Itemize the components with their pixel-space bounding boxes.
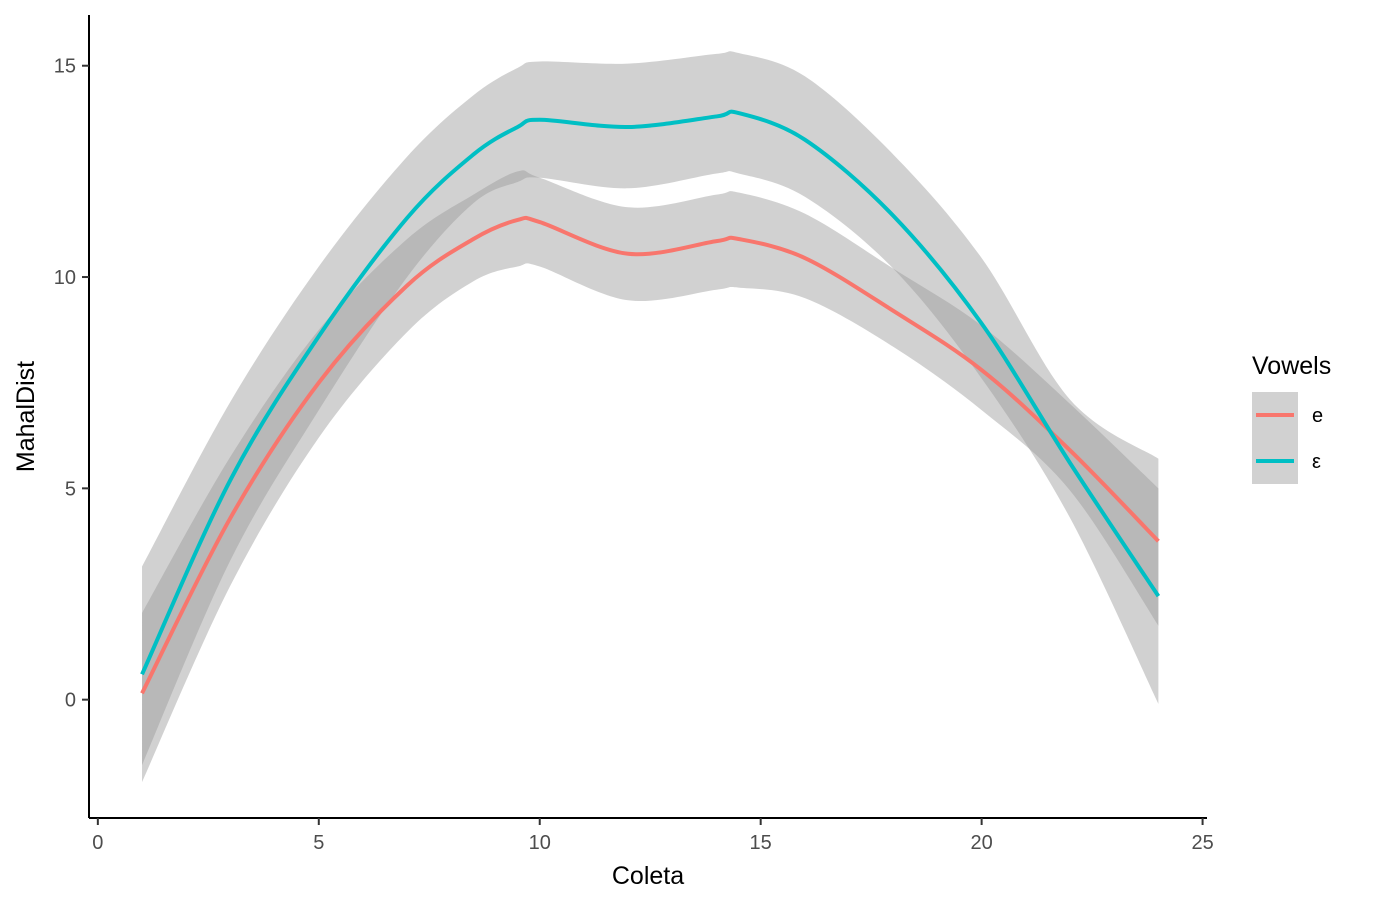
x-tick-label: 15 <box>750 832 772 854</box>
x-tick-label: 5 <box>313 832 324 854</box>
x-tick-label: 0 <box>92 832 103 854</box>
y-axis-title: MahalDist <box>12 361 40 472</box>
legend-item-label: ε <box>1312 451 1321 473</box>
legend-title: Vowels <box>1252 352 1331 380</box>
axes <box>88 15 1207 819</box>
legend-item-label: e <box>1312 405 1323 427</box>
series-line-2 <box>140 109 1161 676</box>
x-tick-label: 10 <box>529 832 551 854</box>
ci-ribbon-2 <box>142 51 1159 766</box>
y-tick-label: 15 <box>54 56 76 78</box>
series-line-1 <box>140 215 1160 695</box>
ticks: 0 5 10 15 20 25 0 5 10 15 <box>54 56 1214 854</box>
legend: Vowels e ε <box>1252 352 1331 484</box>
y-tick-label: 5 <box>65 478 76 500</box>
x-tick-label: 25 <box>1191 832 1213 854</box>
ci-ribbon-1 <box>142 170 1159 783</box>
smooth-lines <box>140 109 1161 695</box>
y-tick-label: 0 <box>65 690 76 712</box>
x-tick-label: 20 <box>971 832 993 854</box>
x-axis-title: Coleta <box>612 862 684 890</box>
y-tick-label: 10 <box>54 267 76 289</box>
